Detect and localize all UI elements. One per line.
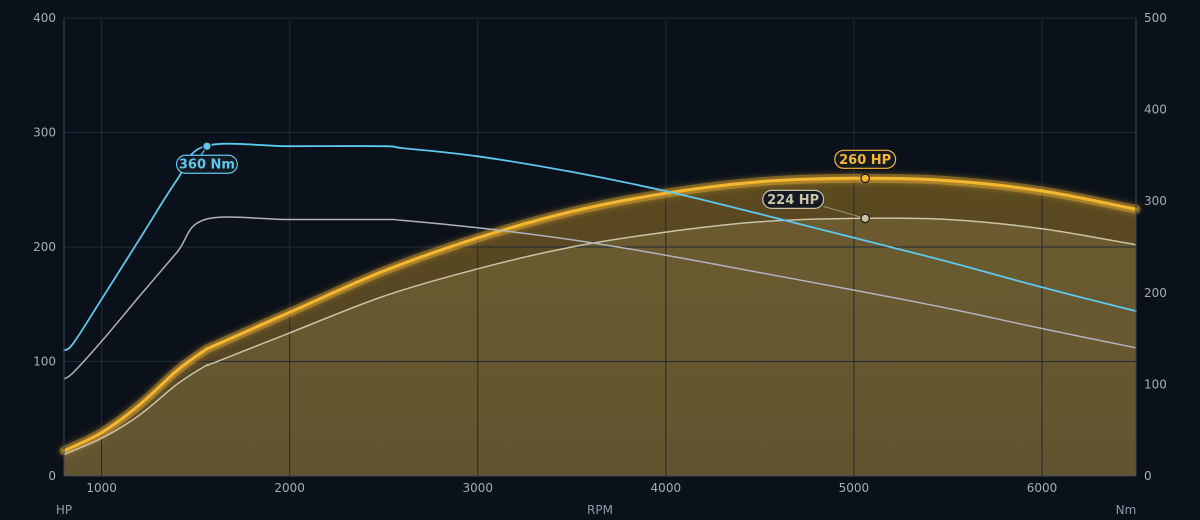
y-left-tick-label: 200 — [33, 240, 56, 254]
annotation-label: 224 HP — [767, 193, 819, 208]
x-tick-label: 3000 — [462, 481, 493, 495]
y-left-tick-label: 400 — [33, 11, 56, 25]
annotation-peak_torque_tuned: 360 Nm — [175, 141, 238, 174]
area-fills — [64, 178, 1136, 477]
x-tick-label: 4000 — [651, 481, 682, 495]
y-right-tick-label: 100 — [1144, 377, 1167, 391]
annotation-marker — [202, 141, 212, 152]
grid — [64, 17, 1136, 476]
y-axis-right-title: Nm — [1116, 503, 1137, 517]
y-right-tick-label: 0 — [1144, 469, 1152, 483]
y-right-tick-label: 300 — [1144, 194, 1167, 208]
annotation-peak_hp_stock: 224 HP — [762, 189, 870, 224]
y-left-tick-label: 300 — [33, 126, 56, 140]
y-right-tick-label: 400 — [1144, 103, 1167, 117]
series-line-torque_tuned — [63, 142, 1137, 352]
x-tick-label: 6000 — [1027, 481, 1058, 495]
annotation-marker — [860, 213, 870, 224]
y-left-tick-label: 100 — [33, 355, 56, 369]
y-right-tick-label: 200 — [1144, 286, 1167, 300]
annotation-badge — [762, 189, 825, 209]
x-tick-label: 5000 — [839, 481, 870, 495]
axes: 1000 2000 3000 4000 5000 60000100200300400010… — [33, 11, 1167, 495]
annotation-badge — [834, 149, 897, 169]
series-line-hp_tuned — [62, 176, 1138, 453]
annotation-label: 360 Nm — [179, 158, 235, 173]
x-tick-label: 1000 — [86, 481, 117, 495]
series-lines — [59, 142, 1141, 456]
y-axis-left-title: HP — [56, 503, 72, 517]
x-tick-label: 2000 — [274, 481, 305, 495]
series-line-torque_stock — [63, 216, 1137, 380]
annotation-peak_hp_tuned: 260 HP — [834, 149, 897, 184]
annotations: 260 HP 224 HP 360 Nm — [175, 141, 897, 224]
annotation-connector — [823, 205, 866, 219]
y-right-tick-label: 500 — [1144, 11, 1167, 25]
x-axis-title: RPM — [587, 503, 613, 517]
annotation-label: 260 HP — [839, 153, 891, 168]
y-left-tick-label: 0 — [48, 469, 56, 483]
series-area-hp_stock — [64, 218, 1136, 477]
series-line-hp_stock — [63, 217, 1137, 455]
annotation-marker — [860, 173, 870, 184]
annotation-badge — [175, 154, 238, 174]
